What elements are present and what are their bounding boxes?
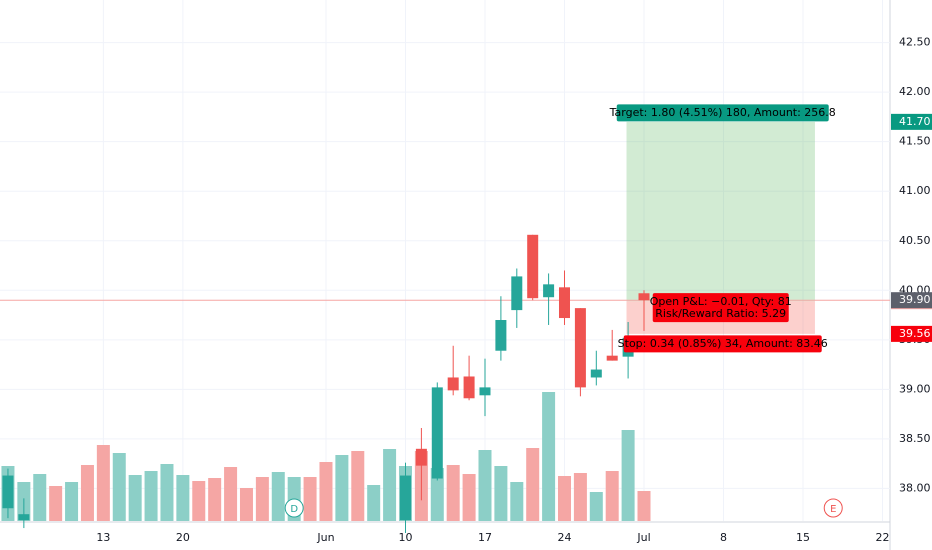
event-marker: [284, 498, 304, 518]
pnl-box: [652, 293, 789, 323]
x-tick-label: Jun: [316, 531, 334, 544]
volume-bar: [96, 445, 110, 521]
volume-bar: [65, 482, 79, 521]
x-tick-label: 10: [398, 531, 412, 544]
candle-body: [431, 387, 443, 479]
candle-body: [447, 377, 459, 391]
y-tick-label: 41.00: [899, 184, 931, 197]
volume-bar: [239, 488, 253, 521]
volume-bar: [33, 474, 47, 521]
candle-body: [479, 387, 491, 396]
y-tick-label: 42.50: [899, 36, 931, 49]
volume-bar: [176, 475, 190, 521]
candle-body: [543, 284, 555, 298]
y-tick-label: 39.00: [899, 382, 931, 395]
price-tag: 39.56: [899, 327, 931, 340]
candle-body: [606, 355, 618, 361]
volume-bar: [446, 465, 460, 521]
price-tag: 41.70: [899, 115, 931, 128]
volume-bar: [605, 471, 619, 521]
candle-body: [463, 376, 475, 399]
event-marker-label: E: [830, 504, 836, 515]
pnl-label: Open P&L: −0.01, Qty: 81: [650, 295, 792, 308]
volume-bar: [271, 472, 285, 521]
x-tick-label: 8: [720, 531, 727, 544]
volume-bar: [80, 465, 94, 521]
volume-bar: [621, 430, 635, 521]
volume-bar: [573, 473, 587, 521]
y-tick-label: 38.00: [899, 481, 931, 494]
x-tick-label: 17: [478, 531, 492, 544]
y-tick-label: 41.50: [899, 135, 931, 148]
volume-bar: [510, 482, 524, 521]
volume-bar: [430, 468, 444, 521]
y-tick-label: 40.50: [899, 234, 931, 247]
volume-bar: [526, 448, 540, 521]
x-tick-label: 20: [176, 531, 190, 544]
x-tick-label: 22: [876, 531, 890, 544]
event-marker: [823, 498, 843, 518]
volume-bar: [208, 478, 222, 521]
volume-bar: [335, 455, 349, 521]
x-tick-label: 24: [557, 531, 571, 544]
candle-body: [495, 320, 507, 351]
event-marker-label: D: [290, 504, 298, 515]
target-label-bg: [616, 104, 829, 122]
volume-bar: [462, 474, 476, 521]
volume-bar: [49, 486, 63, 521]
y-tick-label: 42.00: [899, 85, 931, 98]
volume-bar: [303, 477, 317, 521]
candle-body: [574, 308, 586, 388]
volume-bar: [160, 464, 174, 521]
volume-bar: [144, 471, 158, 521]
price-tag-bg: [891, 113, 932, 130]
volume-bar: [367, 485, 381, 521]
x-tick-label: 13: [96, 531, 110, 544]
price-tag: 39.90: [899, 293, 931, 306]
volume-bar: [542, 392, 556, 521]
volume-bar: [112, 453, 126, 521]
candle-body: [2, 475, 14, 509]
candle-body: [511, 276, 523, 311]
volume-bar: [192, 481, 206, 521]
volume-bar: [478, 450, 492, 521]
volume-bar: [255, 477, 269, 521]
volume-bar: [224, 467, 238, 521]
volume-bar: [383, 449, 397, 521]
candle-body: [399, 475, 411, 521]
volume-bar: [557, 476, 571, 521]
x-tick-label: Jul: [636, 531, 650, 544]
volume-bar: [494, 466, 508, 521]
price-tag-bg: [891, 292, 932, 309]
candle-body: [527, 234, 539, 299]
candle-body: [18, 514, 30, 521]
volume-bar: [351, 451, 365, 521]
candle-body: [638, 293, 650, 301]
volume-bar: [637, 491, 651, 521]
candle-body: [558, 287, 570, 319]
profit-zone: [626, 121, 815, 302]
ratio-label: Risk/Reward Ratio: 5.29: [655, 307, 786, 320]
price-tag-bg: [891, 325, 932, 342]
y-tick-label: 38.50: [899, 432, 931, 445]
candle-body: [590, 369, 602, 378]
x-tick-label: 15: [796, 531, 810, 544]
candle-body: [415, 448, 427, 466]
stop-label: Stop: 0.34 (0.85%) 34, Amount: 83.46: [618, 337, 828, 350]
volume-bar: [128, 475, 142, 521]
stop-label-bg: [623, 335, 822, 353]
target-label: Target: 1.80 (4.51%) 180, Amount: 256.8: [609, 106, 836, 119]
volume-bar: [319, 462, 333, 521]
volume-bar: [589, 492, 603, 521]
